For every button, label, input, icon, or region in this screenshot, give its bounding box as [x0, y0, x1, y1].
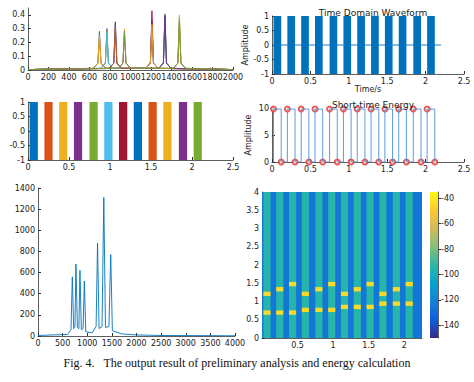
svg-text:2.5: 2.5 — [458, 77, 471, 86]
svg-text:1400: 1400 — [15, 184, 35, 193]
svg-text:800: 800 — [20, 247, 35, 256]
svg-text:4: 4 — [254, 188, 259, 197]
svg-text:10: 10 — [259, 104, 269, 113]
svg-text:1: 1 — [264, 12, 269, 21]
svg-text:0.5: 0.5 — [246, 315, 259, 324]
svg-text:-120: -120 — [441, 295, 459, 304]
svg-text:-1: -1 — [261, 70, 269, 79]
svg-text:1000: 1000 — [120, 73, 140, 82]
svg-text:1.5: 1.5 — [362, 341, 375, 350]
svg-text:1.5: 1.5 — [246, 279, 259, 288]
svg-text:2.5: 2.5 — [246, 242, 259, 251]
svg-text:0.5: 0.5 — [12, 112, 25, 121]
svg-text:2000: 2000 — [126, 339, 146, 348]
svg-text:400: 400 — [61, 73, 76, 82]
svg-text:1200: 1200 — [141, 73, 161, 82]
svg-text:2.5: 2.5 — [458, 165, 471, 174]
svg-text:Amplitude: Amplitude — [244, 114, 253, 155]
svg-text:1200: 1200 — [15, 205, 35, 214]
svg-text:-80: -80 — [441, 245, 454, 254]
svg-text:2500: 2500 — [151, 339, 171, 348]
svg-text:400: 400 — [20, 289, 35, 298]
svg-text:0: 0 — [264, 158, 269, 167]
svg-text:600: 600 — [82, 73, 97, 82]
svg-text:200: 200 — [20, 310, 35, 319]
svg-text:0.5: 0.5 — [291, 341, 304, 350]
svg-text:-60: -60 — [441, 219, 454, 228]
svg-text:1: 1 — [331, 341, 336, 350]
svg-text:500: 500 — [55, 339, 70, 348]
svg-text:2: 2 — [254, 261, 259, 270]
svg-text:600: 600 — [20, 268, 35, 277]
svg-text:0: 0 — [30, 332, 35, 341]
svg-text:-0.5: -0.5 — [253, 55, 269, 64]
svg-text:Amplitude: Amplitude — [241, 24, 250, 65]
svg-text:3: 3 — [254, 224, 259, 233]
svg-text:1.5: 1.5 — [381, 77, 394, 86]
svg-text:5: 5 — [264, 131, 269, 140]
svg-text:1: 1 — [346, 77, 351, 86]
svg-text:0: 0 — [269, 165, 274, 174]
svg-text:1600: 1600 — [182, 73, 202, 82]
svg-text:0.3: 0.3 — [12, 24, 25, 33]
svg-text:0: 0 — [35, 339, 40, 348]
svg-text:1: 1 — [107, 163, 112, 172]
svg-text:-0.5: -0.5 — [9, 141, 25, 150]
svg-text:0.1: 0.1 — [12, 52, 25, 61]
svg-text:1: 1 — [254, 297, 259, 306]
svg-text:0.5: 0.5 — [304, 77, 317, 86]
svg-text:0: 0 — [20, 66, 25, 75]
svg-text:0.2: 0.2 — [12, 38, 25, 47]
svg-text:0: 0 — [264, 41, 269, 50]
svg-text:1: 1 — [20, 98, 25, 107]
svg-text:0: 0 — [20, 127, 25, 136]
svg-text:1000: 1000 — [77, 339, 97, 348]
svg-text:0.5: 0.5 — [63, 163, 76, 172]
svg-text:3500: 3500 — [200, 339, 220, 348]
svg-text:2000: 2000 — [223, 73, 243, 82]
svg-text:0: 0 — [25, 163, 30, 172]
svg-text:Short-time Energy: Short-time Energy — [332, 100, 415, 110]
svg-text:1800: 1800 — [202, 73, 222, 82]
svg-text:3.5: 3.5 — [246, 206, 259, 215]
svg-text:800: 800 — [102, 73, 117, 82]
svg-text:2: 2 — [402, 341, 407, 350]
svg-text:1400: 1400 — [161, 73, 181, 82]
svg-text:-100: -100 — [441, 270, 459, 279]
svg-text:3000: 3000 — [176, 339, 196, 348]
svg-text:2: 2 — [423, 77, 428, 86]
svg-text:2.5: 2.5 — [227, 163, 240, 172]
svg-text:-40: -40 — [441, 194, 454, 203]
svg-text:1000: 1000 — [15, 226, 35, 235]
svg-text:0.5: 0.5 — [304, 165, 317, 174]
svg-text:Time Domain Waveform: Time Domain Waveform — [318, 8, 427, 18]
svg-text:4000: 4000 — [225, 339, 245, 348]
svg-text:0: 0 — [25, 73, 30, 82]
svg-text:-140: -140 — [441, 321, 459, 330]
svg-text:0: 0 — [269, 77, 274, 86]
svg-text:200: 200 — [41, 73, 56, 82]
svg-text:2: 2 — [423, 165, 428, 174]
svg-text:0: 0 — [254, 334, 259, 343]
svg-text:1: 1 — [346, 165, 351, 174]
svg-text:1.5: 1.5 — [381, 165, 394, 174]
svg-text:Time/s: Time/s — [354, 85, 381, 94]
svg-text:-1: -1 — [17, 156, 25, 165]
svg-text:0.4: 0.4 — [12, 10, 25, 19]
svg-text:2: 2 — [189, 163, 194, 172]
svg-text:1500: 1500 — [102, 339, 122, 348]
svg-text:0.5: 0.5 — [256, 26, 269, 35]
svg-text:Fig. 4. The output result of: Fig. 4. The output result of preliminary… — [64, 356, 411, 370]
svg-text:1.5: 1.5 — [145, 163, 158, 172]
